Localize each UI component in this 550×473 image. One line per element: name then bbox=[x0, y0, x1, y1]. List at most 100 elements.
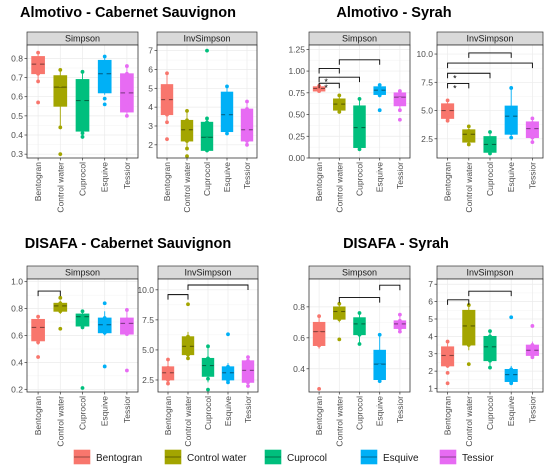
legend-entry-tessior: Tessior bbox=[439, 449, 494, 465]
y-tick-label: 4 bbox=[428, 331, 433, 341]
facet-strip-label: InvSimpson bbox=[466, 34, 513, 44]
bracket-line bbox=[318, 82, 340, 89]
data-point bbox=[58, 326, 63, 331]
data-point bbox=[245, 142, 249, 147]
panel-almotivo-cabernet-sauvignon: Almotivo - Cabernet Sauvignon Simpson 0.3 0… bbox=[11, 5, 258, 213]
data-point bbox=[357, 317, 362, 322]
x-tick-label: Cuprocol bbox=[78, 162, 88, 196]
bracket-line bbox=[447, 72, 491, 79]
x-tick-label: Tessior bbox=[395, 396, 405, 423]
data-point bbox=[166, 381, 170, 386]
data-point bbox=[377, 376, 382, 380]
box-cuprocol bbox=[75, 309, 90, 390]
data-point bbox=[530, 140, 535, 145]
x-tick-label: Bentogran bbox=[33, 396, 43, 435]
y-tick-label: 1.0 bbox=[11, 277, 23, 287]
data-point bbox=[357, 332, 362, 337]
significance-bracket: * bbox=[318, 76, 360, 87]
legend-entry-cuprocol: Cuprocol bbox=[264, 449, 327, 465]
data-point bbox=[245, 107, 249, 111]
y-tick-label: 6 bbox=[428, 297, 433, 307]
x-tick-label: Tessior bbox=[122, 396, 132, 423]
panel-title: Almotivo - Cabernet Sauvignon bbox=[20, 5, 236, 21]
y-tick-label: 0.6 bbox=[11, 92, 23, 102]
legend-label: Cuprocol bbox=[287, 453, 327, 464]
data-point bbox=[530, 116, 535, 121]
box-tessior bbox=[393, 89, 407, 122]
box-control-water bbox=[53, 67, 68, 157]
y-tick-label: 0.50 bbox=[288, 110, 305, 120]
x-tick-label: Esquive bbox=[100, 162, 110, 193]
data-point bbox=[337, 309, 342, 314]
y-tick-label: 0.2 bbox=[11, 384, 23, 394]
data-point bbox=[36, 355, 40, 359]
data-point bbox=[102, 102, 107, 107]
data-point bbox=[357, 342, 362, 346]
box-esquive bbox=[504, 86, 518, 140]
data-point bbox=[36, 340, 40, 345]
box-iqr bbox=[75, 79, 90, 132]
y-tick-label: 0.8 bbox=[11, 304, 23, 314]
box-tessior bbox=[525, 116, 539, 145]
data-point bbox=[530, 324, 535, 328]
data-point bbox=[80, 123, 85, 128]
data-point bbox=[337, 317, 342, 322]
y-tick-label: 0.8 bbox=[11, 53, 23, 63]
box-bentogran bbox=[31, 50, 45, 105]
data-point bbox=[466, 362, 471, 367]
data-point bbox=[185, 139, 189, 143]
x-tick-label: Cuprocol bbox=[485, 396, 495, 430]
data-point bbox=[80, 320, 85, 324]
y-tick-label: 0.3 bbox=[11, 149, 23, 159]
data-point bbox=[466, 139, 471, 143]
significance-bracket bbox=[468, 52, 512, 58]
facet-strip-label: Simpson bbox=[342, 34, 377, 44]
panel-almotivo-syrah: Almotivo - Syrah Simpson 0.00 0.25 0.50 0.75 1… bbox=[288, 5, 544, 213]
box-bentogran bbox=[441, 339, 455, 386]
data-point bbox=[466, 124, 471, 129]
box-control-water bbox=[180, 109, 194, 159]
data-point bbox=[337, 301, 342, 306]
bracket-label: * bbox=[324, 83, 328, 93]
y-tick-label: 10.0 bbox=[137, 285, 154, 295]
y-tick-label: 0.4 bbox=[11, 130, 23, 140]
significance-bracket: * bbox=[447, 82, 470, 93]
data-point bbox=[509, 381, 514, 386]
data-point bbox=[530, 135, 535, 140]
data-point bbox=[125, 90, 129, 95]
data-point bbox=[466, 128, 471, 133]
significance-bracket bbox=[379, 284, 401, 291]
y-tick-label: 5 bbox=[148, 83, 153, 93]
data-point bbox=[445, 381, 450, 386]
x-tick-label: Bentogran bbox=[33, 162, 43, 201]
x-tick-label: Cuprocol bbox=[202, 162, 212, 196]
data-point bbox=[246, 358, 250, 363]
data-point bbox=[246, 384, 250, 388]
bracket-line bbox=[338, 297, 381, 303]
data-point bbox=[102, 322, 107, 327]
data-point bbox=[206, 363, 210, 368]
panel-title: DISAFA - Cabernet Sauvignon bbox=[25, 236, 232, 252]
x-tick-label: Bentogran bbox=[162, 162, 172, 201]
box-control-water bbox=[333, 93, 346, 114]
data-point bbox=[225, 131, 229, 136]
data-point bbox=[377, 83, 382, 87]
data-point bbox=[466, 303, 471, 307]
x-tick-label: Control water bbox=[464, 162, 474, 213]
facet-invsimpson: InvSimpson 2.5 5.0 7.5 10.0 Bentogran Control … bbox=[137, 265, 259, 447]
data-point bbox=[165, 120, 169, 125]
facet-simpson: Simpson 0.00 0.25 0.50 0.75 1.00 1.25 ** Bentogr… bbox=[288, 31, 411, 213]
y-tick-label: 7.5 bbox=[142, 315, 154, 325]
data-point bbox=[125, 71, 129, 76]
data-point bbox=[102, 316, 107, 320]
data-point bbox=[357, 125, 362, 130]
data-point bbox=[246, 355, 250, 360]
data-point bbox=[185, 127, 189, 132]
box-control-water bbox=[333, 301, 346, 342]
data-point bbox=[36, 320, 40, 324]
data-point bbox=[80, 309, 85, 314]
box-cuprocol bbox=[483, 329, 497, 370]
box-bentogran bbox=[441, 98, 455, 123]
x-tick-label: Tessior bbox=[122, 162, 132, 189]
y-tick-label: 3 bbox=[428, 349, 433, 359]
